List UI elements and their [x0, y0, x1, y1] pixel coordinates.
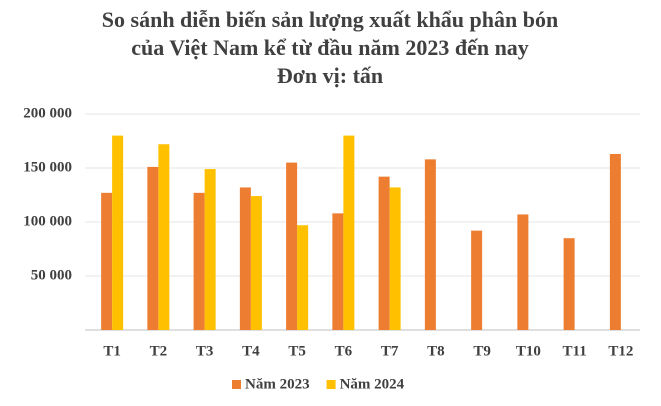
x-tick-label: T4 [242, 343, 260, 359]
legend-label: Năm 2024 [340, 376, 405, 392]
x-tick-label: T9 [473, 343, 491, 359]
x-tick-label: T2 [150, 343, 168, 359]
legend-swatch [326, 380, 336, 389]
legend-swatch [232, 380, 241, 389]
y-tick-label: 200 000 [23, 105, 72, 121]
x-tick-label: T3 [196, 343, 214, 359]
x-tick-label: T11 [563, 343, 587, 359]
bar [609, 153, 621, 330]
bar [158, 144, 170, 330]
bar [147, 166, 159, 330]
bar [297, 225, 309, 330]
x-tick-label: T7 [381, 343, 399, 359]
x-tick-label: T6 [335, 343, 353, 359]
x-tick-label: T10 [516, 343, 541, 359]
legend-label: Năm 2023 [245, 376, 310, 392]
x-tick-label: T5 [288, 343, 306, 359]
bar [343, 135, 355, 330]
bar [112, 135, 124, 330]
bar [193, 192, 205, 330]
bar [424, 159, 436, 330]
chart-subtitle: Đơn vị: tấn [277, 63, 383, 88]
bar [332, 213, 344, 330]
chart-title: So sánh diễn biến sản lượng xuất khẩu ph… [102, 7, 558, 32]
bar [250, 196, 262, 330]
y-tick-label: 150 000 [23, 159, 72, 175]
bar [389, 187, 401, 330]
bar [101, 192, 113, 330]
bar [286, 162, 298, 330]
x-tick-label: T8 [427, 343, 445, 359]
bar [471, 230, 483, 330]
y-tick-label: 50 000 [31, 267, 72, 283]
bar [239, 187, 251, 330]
bar [517, 214, 529, 330]
bar [204, 169, 216, 330]
x-tick-label: T1 [103, 343, 121, 359]
x-tick-label: T12 [608, 343, 633, 359]
chart-title: của Việt Nam kể từ đầu năm 2023 đến nay [131, 35, 529, 60]
y-tick-label: 100 000 [23, 213, 72, 229]
bar [378, 176, 390, 330]
bar [563, 238, 575, 330]
